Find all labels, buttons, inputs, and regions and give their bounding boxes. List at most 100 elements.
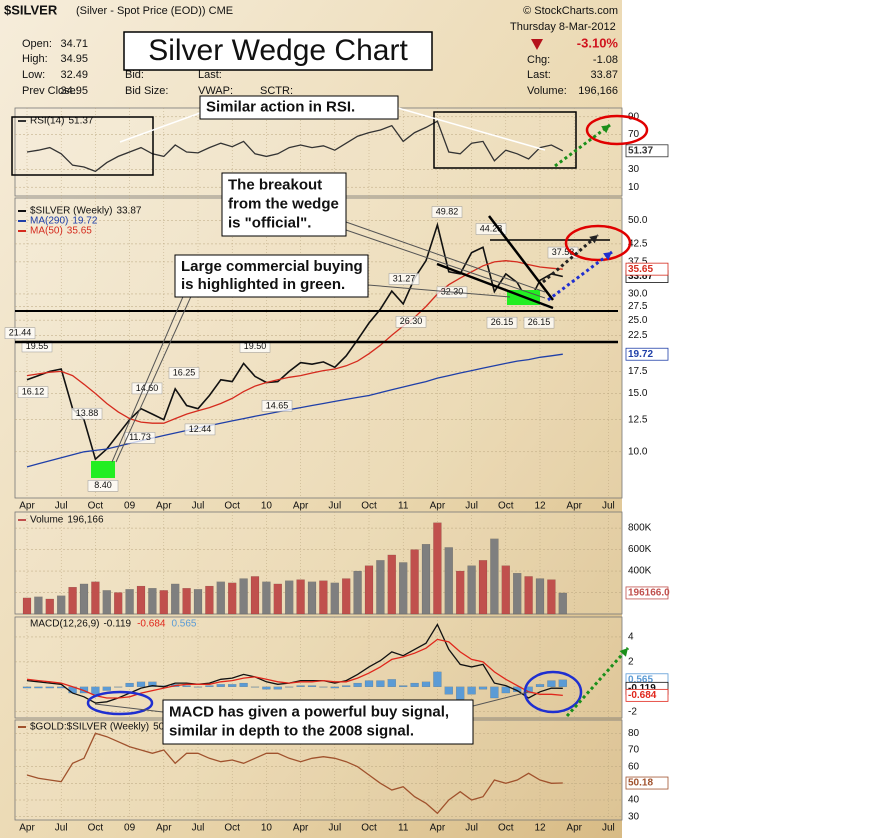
wedge-line [488, 215, 554, 301]
legend-label: $SILVER (Weekly) [30, 206, 112, 217]
bar [239, 682, 248, 687]
x-tick-label: 11 [398, 501, 409, 512]
panel-title: MACD(12,26,9) [30, 619, 99, 630]
x-tick-label: 09 [124, 823, 136, 834]
x-tick-label: Apr [430, 823, 446, 834]
target-ellipse [564, 224, 632, 262]
rsi-box [433, 111, 577, 169]
last-value-label: 196166.0 [628, 588, 670, 599]
bar [490, 538, 499, 615]
legend-value: -0.119 [103, 619, 131, 630]
legend-label: $GOLD:$SILVER (Weekly) [30, 722, 149, 733]
bar [387, 554, 396, 615]
x-tick-label: 12 [534, 823, 546, 834]
signal-ellipse [523, 670, 583, 714]
price-tag: 14.60 [136, 383, 159, 393]
bar [467, 565, 476, 615]
bar [433, 671, 442, 687]
price-tag: 44.28 [480, 223, 503, 233]
label: Open: [22, 38, 52, 50]
price-tag: 8.40 [94, 480, 112, 490]
bar [364, 565, 374, 615]
y-tick-label: 42.5 [628, 239, 648, 250]
bar [433, 522, 442, 615]
bar [216, 684, 225, 687]
bar [307, 581, 317, 615]
y-tick-label: 30 [628, 811, 640, 822]
bar [513, 573, 522, 615]
x-tick-label: Apr [156, 501, 172, 512]
bar [34, 686, 43, 689]
description: (Silver - Spot Price (EOD)) CME [76, 5, 233, 17]
price-tag-box [431, 206, 463, 218]
price-tag-box [547, 246, 579, 259]
bar [273, 583, 282, 615]
bar [524, 576, 533, 615]
x-tick-label: Apr [19, 501, 35, 512]
y-tick-label: 70 [628, 129, 640, 140]
bar [148, 681, 157, 687]
y-tick-label: 10.0 [628, 446, 648, 457]
bar [136, 585, 146, 615]
bar [193, 686, 203, 688]
bar [319, 686, 328, 688]
y-tick-label: 400K [628, 566, 652, 577]
bar [125, 589, 134, 615]
value: 32.49 [60, 69, 88, 81]
line [26, 353, 563, 468]
bar [79, 583, 89, 615]
bar [262, 686, 271, 690]
x-tick-label: Apr [293, 501, 309, 512]
label: Chg: [527, 54, 550, 66]
bar [182, 685, 191, 687]
arrow [547, 250, 613, 302]
bar [68, 587, 77, 615]
annotation-box [199, 95, 399, 120]
price-tag: 12.44 [189, 424, 212, 434]
pointer [345, 229, 546, 299]
bar [148, 588, 157, 615]
bar [91, 581, 100, 615]
pointer [119, 112, 201, 143]
x-tick-label: Jul [602, 823, 615, 834]
bar [114, 592, 123, 615]
bar [547, 680, 556, 687]
price-tag: 37.58 [552, 247, 575, 257]
y-tick-label: 17.5 [628, 366, 648, 377]
price-tag-box [4, 327, 36, 339]
change-pct: -3.10% [577, 35, 619, 50]
bar [535, 578, 545, 615]
legend-value: -0.684 [137, 619, 166, 630]
bar [228, 684, 237, 687]
date: Thursday 8-Mar-2012 [510, 21, 616, 33]
bar [456, 686, 465, 700]
bar [22, 686, 32, 689]
legend-value: 35.65 [67, 226, 92, 237]
pointer [345, 221, 546, 293]
bar [125, 682, 134, 687]
bar [285, 686, 294, 688]
y-tick-label: 2 [628, 657, 634, 668]
price-tag: 14.65 [266, 400, 289, 410]
bar [114, 686, 123, 688]
last-value-box [625, 347, 669, 361]
bar [216, 581, 225, 615]
annotation-text: MACD has given a powerful buy signal, [169, 703, 449, 720]
price-tag: 49.82 [436, 206, 459, 216]
annotation-text: similar in depth to the 2008 signal. [169, 722, 414, 739]
bar [558, 679, 567, 687]
bar [501, 686, 510, 694]
pointer [111, 291, 186, 463]
legend-label: Volume [30, 515, 64, 526]
price-tag: 19.50 [244, 341, 267, 351]
annotation-text: The breakout [228, 176, 322, 193]
pointer [94, 703, 164, 713]
pointer [367, 284, 511, 298]
y-tick-label: 12.5 [628, 414, 648, 425]
down-triangle [531, 39, 543, 50]
x-tick-label: Oct [88, 501, 104, 512]
last-value-box [625, 688, 669, 702]
price-tag: 11.73 [129, 432, 151, 442]
price-tag-box [395, 316, 427, 328]
label: Low: [22, 69, 45, 81]
